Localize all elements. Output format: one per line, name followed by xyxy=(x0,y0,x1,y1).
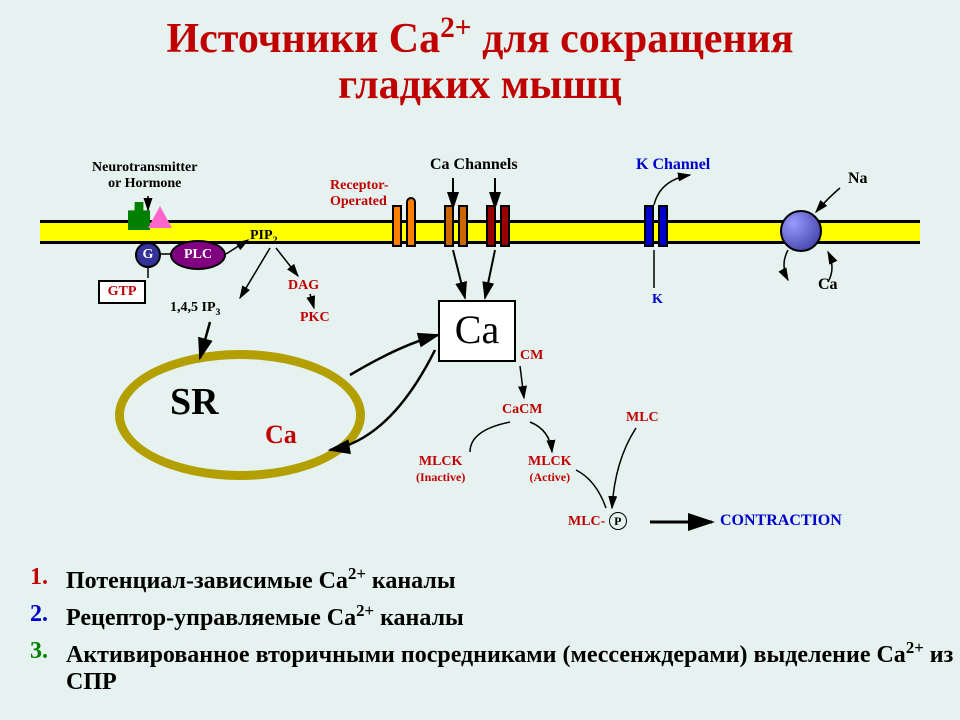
ca-channel-1b xyxy=(458,205,468,247)
ca-big-label: Ca xyxy=(455,307,499,352)
receptor-operated-label: Receptor- Operated xyxy=(330,178,389,210)
ca-sr-label: Ca xyxy=(265,420,297,450)
k-channel-2 xyxy=(658,205,668,247)
plc-label: PLC xyxy=(184,247,212,262)
na-label: Na xyxy=(848,170,868,188)
pkc-label: PKC xyxy=(300,310,330,326)
k-channel-1 xyxy=(644,205,654,247)
cm-label: CM xyxy=(520,348,543,364)
title-sup: 2+ xyxy=(440,12,471,44)
ca-channels-label: Ca Channels xyxy=(430,156,518,174)
mlc-label: MLC xyxy=(626,410,659,426)
g-protein: G xyxy=(135,242,161,268)
k-channel-label: K Channel xyxy=(636,156,710,174)
list-item-1: Потенциал-зависимые Са2+ каналы xyxy=(30,564,960,595)
mlck-inactive: MLCK (Inactive) xyxy=(416,454,465,486)
gtp-label: GTP xyxy=(108,284,137,299)
sr-ellipse xyxy=(115,350,365,480)
diagram: G PLC GTP PIP2 Neurotransmitter or Hormo… xyxy=(40,130,920,530)
dag-label: DAG xyxy=(288,278,319,294)
ca-channel-2b xyxy=(500,205,510,247)
list-item-3: Активированное вторичными посредниками (… xyxy=(30,638,960,696)
ca-channel-1a xyxy=(444,205,454,247)
source-list: Потенциал-зависимые Са2+ каналы Рецептор… xyxy=(30,564,960,702)
contraction-label: CONTRACTION xyxy=(720,512,842,530)
g-label: G xyxy=(143,247,154,262)
mlc-p-label: MLC- P xyxy=(568,512,627,530)
phosphate-icon: P xyxy=(609,512,627,530)
k-label: K xyxy=(652,292,663,308)
title-part2: для сокращения xyxy=(472,16,794,62)
pip2-label: PIP2 xyxy=(250,228,277,246)
ca-right-label: Ca xyxy=(818,276,838,294)
ca-channel-2a xyxy=(486,205,496,247)
slide-title: Источники Са2+ для сокращения гладких мы… xyxy=(0,0,960,108)
na-ca-exchanger xyxy=(780,210,822,252)
sr-label: SR xyxy=(170,380,219,424)
title-part1: Источники Са xyxy=(166,16,440,62)
plc: PLC xyxy=(170,240,226,270)
roc-channel-1 xyxy=(392,205,402,247)
ca-box: Ca xyxy=(438,300,516,362)
cacm-label: CaCM xyxy=(502,402,542,418)
neurotransmitter-label: Neurotransmitter or Hormone xyxy=(92,160,198,192)
roc-channel-2 xyxy=(406,197,416,247)
gtp-box: GTP xyxy=(98,280,146,304)
ip3-label: 1,4,5 IP3 xyxy=(170,300,220,318)
receptor-green xyxy=(128,202,150,230)
receptor-pink xyxy=(148,206,172,228)
title-line2: гладких мышц xyxy=(338,62,622,108)
mlck-active: MLCK (Active) xyxy=(528,454,572,486)
list-item-2: Рецептор-управляемые Са2+ каналы xyxy=(30,601,960,632)
